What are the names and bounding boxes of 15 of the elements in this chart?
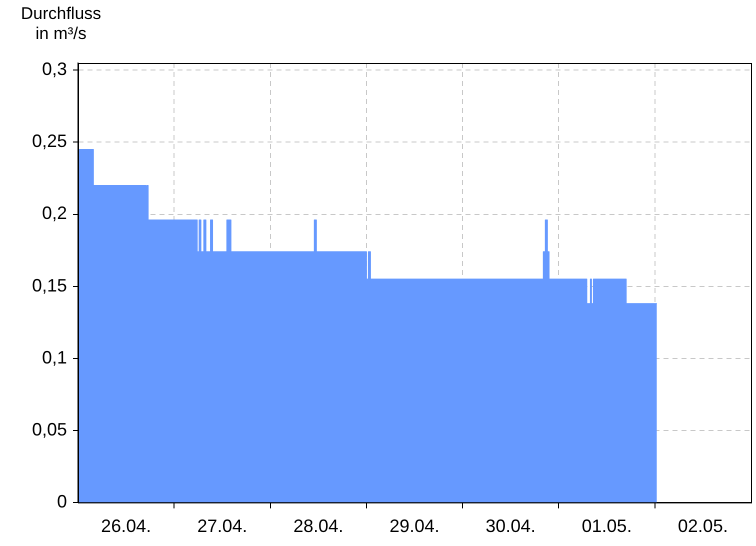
y-tick-label: 0,05 <box>32 419 67 440</box>
y-tick-label: 0 <box>56 491 67 512</box>
x-tick-label: 27.04. <box>197 516 248 536</box>
y-axis-title: Durchfluss in m³/s <box>20 4 102 44</box>
x-tick-label: 01.05. <box>582 516 632 536</box>
y-tick-label: 0,25 <box>32 131 67 152</box>
x-tick-label: 02.05. <box>678 516 728 536</box>
y-tick-label: 0,1 <box>42 347 67 368</box>
x-tick-label: 29.04. <box>389 516 440 536</box>
x-tick-label: 26.04. <box>101 516 152 536</box>
y-tick-label: 0,3 <box>42 59 67 80</box>
x-tick-label: 28.04. <box>293 516 344 536</box>
y-tick-label: 0,15 <box>32 275 67 296</box>
x-tick-label: 30.04. <box>486 516 536 536</box>
y-tick-label: 0,2 <box>42 203 67 224</box>
